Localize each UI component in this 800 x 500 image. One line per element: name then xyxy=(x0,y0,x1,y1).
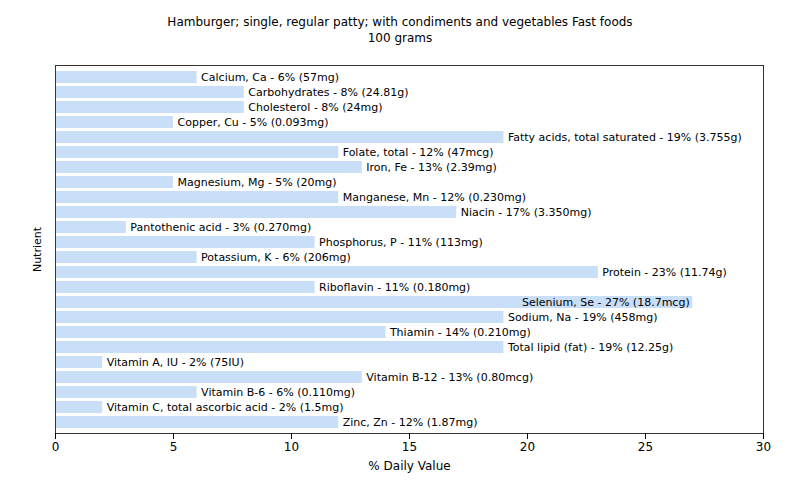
svg-text:Riboflavin - 11% (0.180mg): Riboflavin - 11% (0.180mg) xyxy=(319,281,470,294)
svg-text:Thiamin - 14% (0.210mg): Thiamin - 14% (0.210mg) xyxy=(389,326,531,339)
svg-text:Zinc, Zn - 12% (1.87mg): Zinc, Zn - 12% (1.87mg) xyxy=(343,416,478,429)
svg-text:Sodium, Na - 19% (458mg): Sodium, Na - 19% (458mg) xyxy=(508,311,658,324)
svg-text:Calcium, Ca - 6% (57mg): Calcium, Ca - 6% (57mg) xyxy=(201,71,339,84)
svg-text:Pantothenic acid - 3% (0.270mg: Pantothenic acid - 3% (0.270mg) xyxy=(130,221,311,234)
html-text:100 grams: 100 grams xyxy=(367,31,433,45)
html-text:Hamburger; single, regular pat: Hamburger; single, regular patty; with c… xyxy=(167,15,633,29)
svg-text:Vitamin B-12 - 13% (0.80mcg): Vitamin B-12 - 13% (0.80mcg) xyxy=(366,371,533,384)
svg-text:Phosphorus, P - 11% (113mg): Phosphorus, P - 11% (113mg) xyxy=(319,236,483,249)
svg-text:Iron, Fe - 13% (2.39mg): Iron, Fe - 13% (2.39mg) xyxy=(366,161,496,174)
svg-text:Cholesterol - 8% (24mg): Cholesterol - 8% (24mg) xyxy=(248,101,382,114)
svg-text:Carbohydrates - 8% (24.81g): Carbohydrates - 8% (24.81g) xyxy=(248,86,408,99)
svg-text:Folate, total - 12% (47mcg): Folate, total - 12% (47mcg) xyxy=(343,146,494,159)
svg-text:Selenium, Se - 27% (18.7mcg): Selenium, Se - 27% (18.7mcg) xyxy=(522,296,690,309)
svg-text:25: 25 xyxy=(638,440,653,454)
svg-text:15: 15 xyxy=(402,440,417,454)
svg-text:0: 0 xyxy=(52,440,60,454)
svg-text:Manganese, Mn - 12% (0.230mg): Manganese, Mn - 12% (0.230mg) xyxy=(343,191,526,204)
svg-text:Vitamin A, IU - 2% (75IU): Vitamin A, IU - 2% (75IU) xyxy=(107,356,244,369)
svg-text:30: 30 xyxy=(756,440,771,454)
svg-text:10: 10 xyxy=(284,440,299,454)
svg-text:Protein - 23% (11.74g): Protein - 23% (11.74g) xyxy=(602,266,727,279)
svg-text:Fatty acids, total saturated -: Fatty acids, total saturated - 19% (3.75… xyxy=(508,131,742,144)
svg-text:Nutrient: Nutrient xyxy=(31,226,44,272)
svg-text:Vitamin C, total ascorbic acid: Vitamin C, total ascorbic acid - 2% (1.5… xyxy=(107,401,344,414)
svg-text:Potassium, K - 6% (206mg): Potassium, K - 6% (206mg) xyxy=(201,251,351,264)
svg-text:Magnesium, Mg - 5% (20mg): Magnesium, Mg - 5% (20mg) xyxy=(178,176,337,189)
svg-text:% Daily Value: % Daily Value xyxy=(368,459,450,473)
svg-text:Total lipid (fat) - 19% (12.25: Total lipid (fat) - 19% (12.25g) xyxy=(507,341,673,354)
svg-text:20: 20 xyxy=(520,440,535,454)
svg-text:Copper, Cu - 5% (0.093mg): Copper, Cu - 5% (0.093mg) xyxy=(178,116,329,129)
svg-text:5: 5 xyxy=(170,440,178,454)
svg-text:Vitamin B-6 - 6% (0.110mg): Vitamin B-6 - 6% (0.110mg) xyxy=(201,386,355,399)
svg-text:Niacin - 17% (3.350mg): Niacin - 17% (3.350mg) xyxy=(461,206,592,219)
